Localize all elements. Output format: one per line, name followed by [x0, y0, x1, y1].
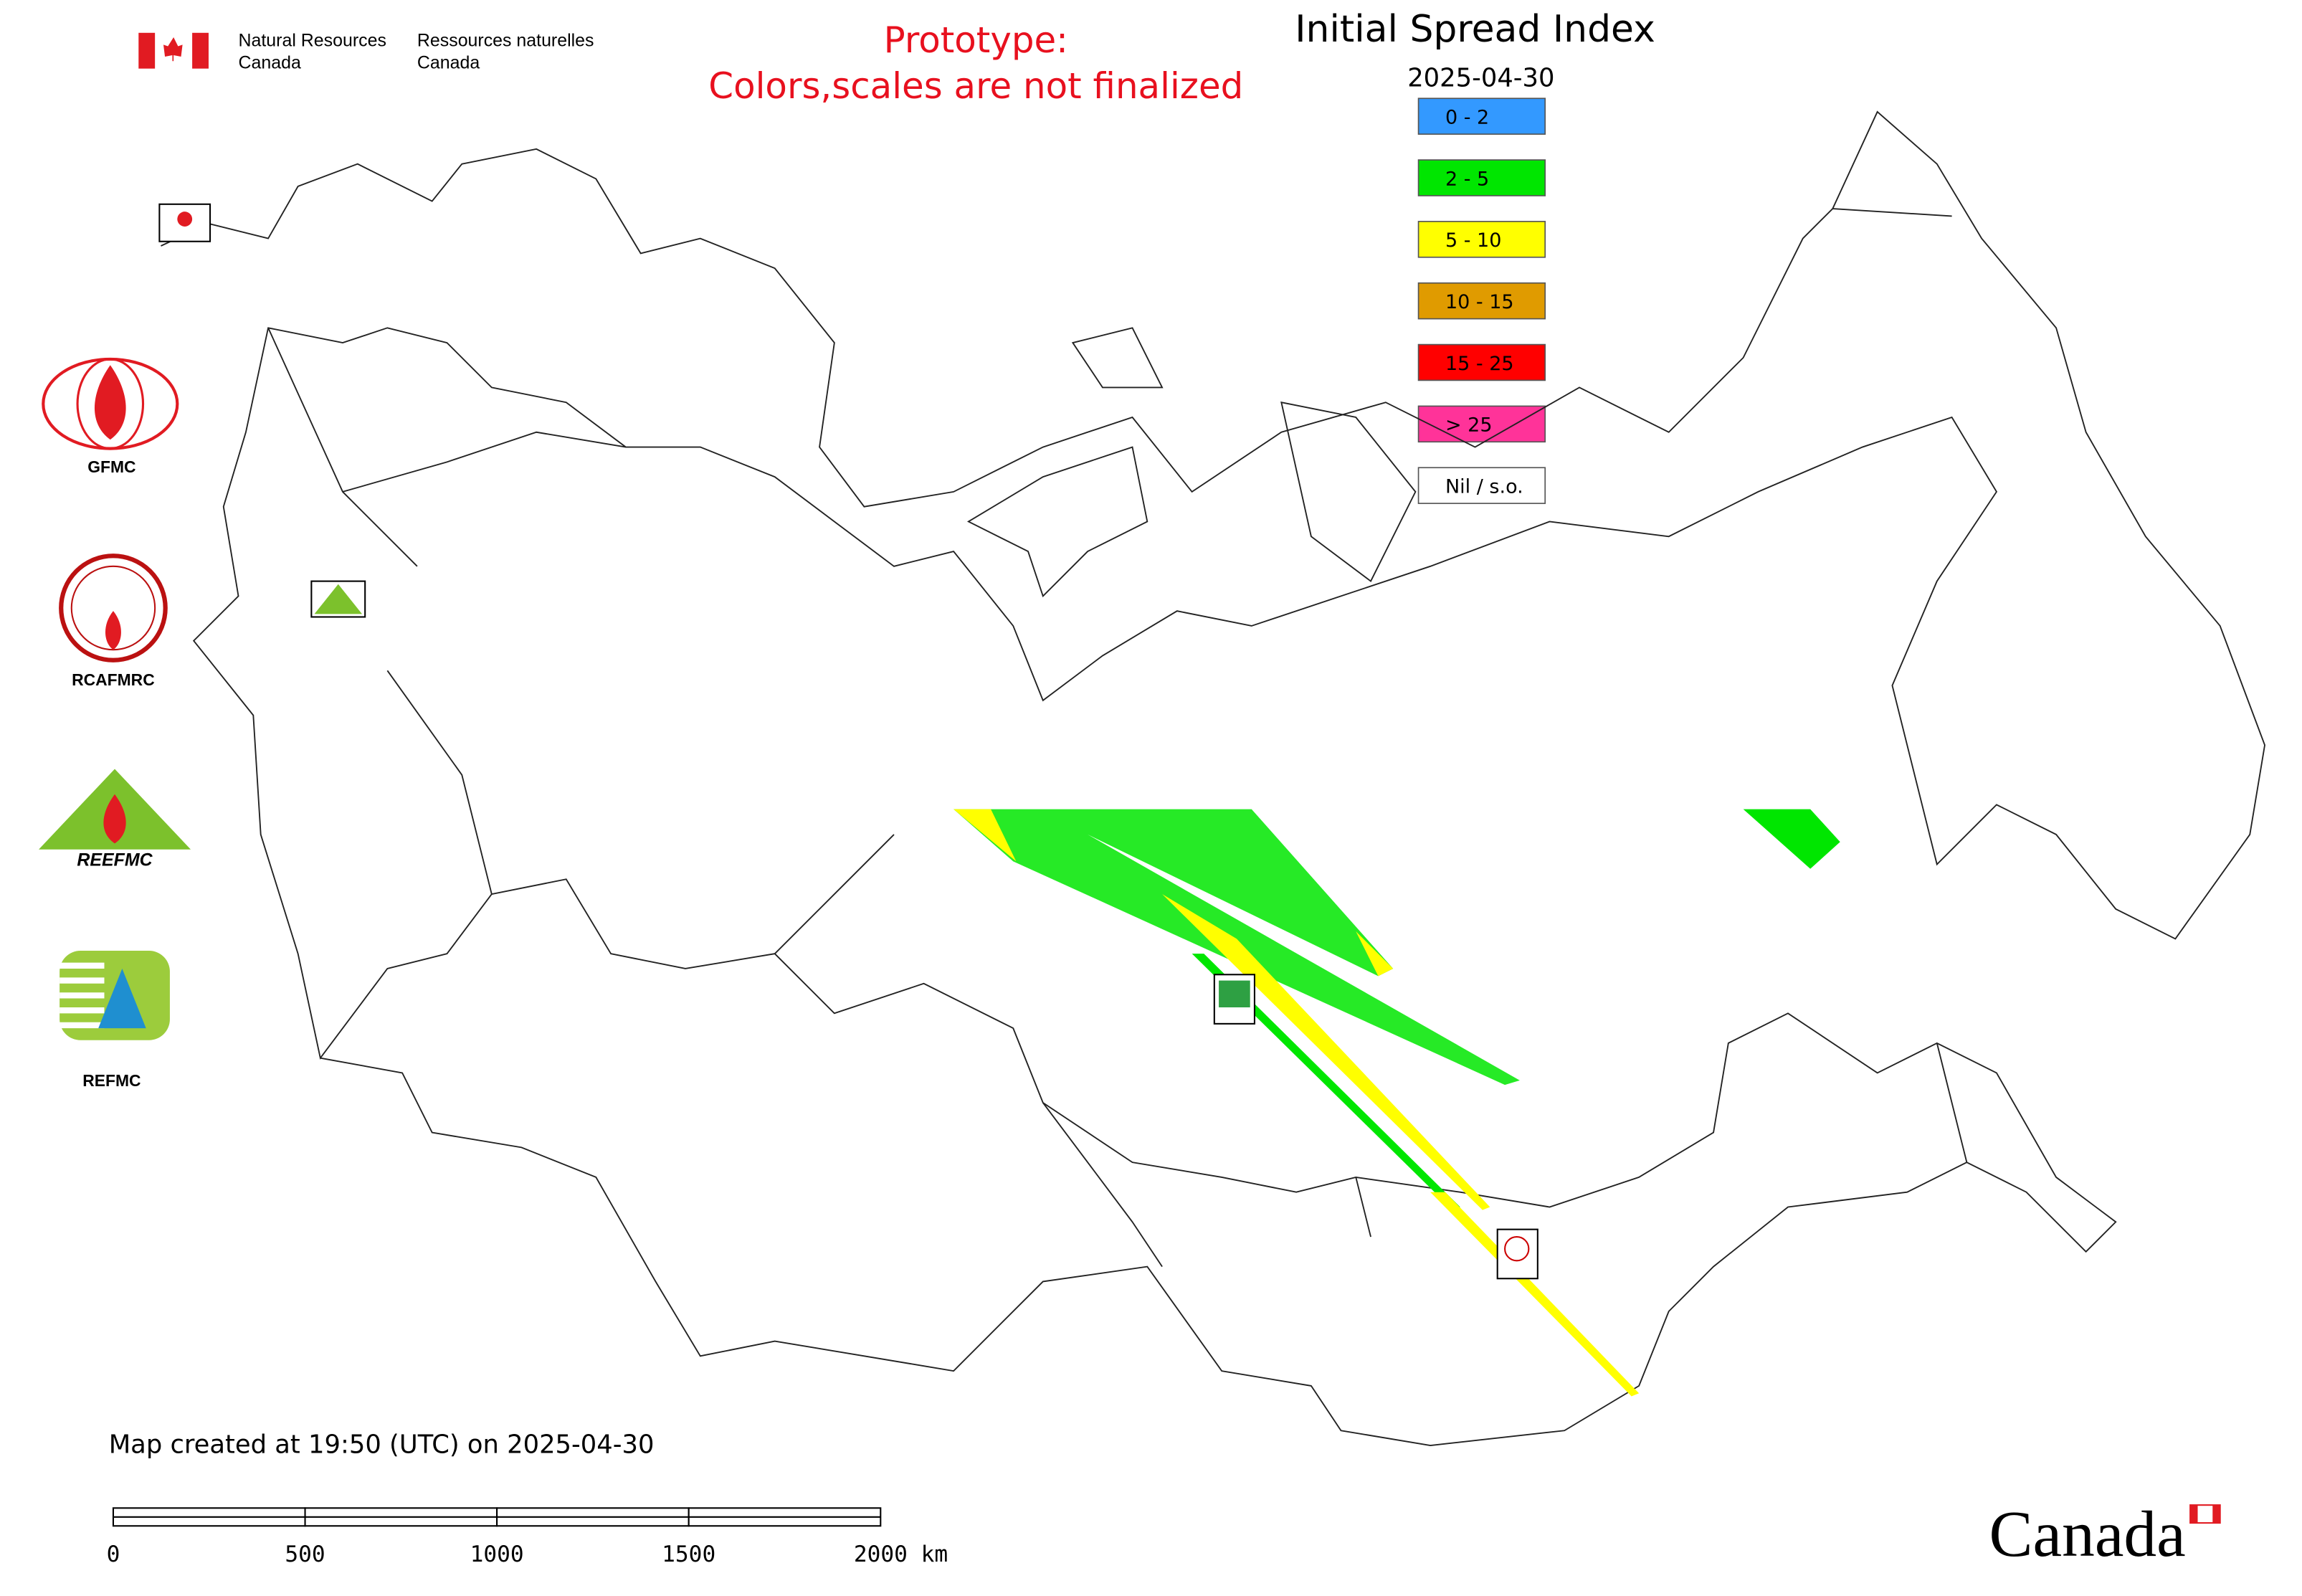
legend-label: 0 - 2 — [1445, 107, 1489, 129]
legend-label: > 25 — [1445, 414, 1493, 437]
department-fr: Canada — [417, 53, 480, 73]
government-signature: Natural Resources Canada Ressources natu… — [138, 30, 594, 73]
coastline — [161, 110, 2266, 1446]
streak — [1430, 1192, 1640, 1397]
gfmc-flame — [94, 365, 126, 440]
station-icon — [314, 584, 363, 614]
map-title: Initial Spread Index — [1295, 8, 1655, 51]
legend-swatch — [1417, 467, 1546, 504]
basemap — [161, 110, 2266, 1446]
station-marker — [158, 203, 211, 242]
logo-label: RCAFMRC — [72, 670, 155, 689]
legend-swatch — [1417, 405, 1546, 443]
legend: 0 - 2 2 - 5 5 - 10 10 - 15 15 - 25 > 25 Nil / … — [1417, 98, 1546, 504]
legend-swatch — [1417, 282, 1546, 320]
flag-bar — [192, 32, 209, 69]
legend-swatch — [1417, 343, 1546, 381]
station-icon — [1504, 1236, 1530, 1262]
partner-logos: GFMC RCAFMRC REEFMC REFMC — [39, 357, 191, 1090]
scale-label: 2000 km — [854, 1542, 948, 1567]
refmc-tree — [98, 968, 146, 1029]
island — [966, 327, 1417, 598]
scale-bar: 0 500 1000 1500 2000 km — [107, 1507, 948, 1567]
fire-danger-overlay — [953, 809, 1840, 1397]
refmc-stripes — [60, 962, 105, 1029]
wordmark-flag — [2212, 1505, 2220, 1524]
scale-label: 500 — [285, 1542, 325, 1567]
logo-wordmark: REEFMC — [77, 850, 153, 870]
department-fr: Ressources naturelles — [417, 30, 594, 50]
maple-leaf — [163, 37, 183, 62]
legend-label: 15 - 25 — [1445, 353, 1514, 375]
station-markers — [158, 203, 1538, 1280]
legend-swatch — [1417, 221, 1546, 258]
logo-label: REFMC — [82, 1071, 141, 1090]
map-date: 2025-04-30 — [1407, 64, 1554, 93]
station-icon — [1219, 980, 1250, 1008]
streak — [1192, 954, 1460, 1210]
department-en: Canada — [239, 53, 301, 73]
gfmc-logo — [76, 358, 145, 450]
wordmark-flag — [2190, 1505, 2198, 1524]
flag-bar — [138, 32, 156, 69]
streak — [1162, 894, 1490, 1210]
legend-swatch — [1417, 98, 1546, 135]
streak — [1356, 931, 1394, 977]
border — [267, 208, 1968, 1268]
rcafmrc-logo — [59, 554, 168, 662]
created-note: Map created at 19:50 (UTC) on 2025-04-30 — [109, 1430, 655, 1459]
legend-label: 10 - 15 — [1445, 291, 1514, 313]
reefmc-flame — [103, 794, 126, 844]
scale-label: 1000 — [470, 1542, 524, 1567]
prototype-note: Prototype: — [884, 19, 1068, 61]
department-en: Natural Resources — [239, 30, 386, 50]
streak — [1743, 809, 1840, 869]
wordmark: Canada — [1989, 1498, 2186, 1570]
station-icon — [177, 212, 193, 227]
scale-label: 1500 — [662, 1542, 715, 1567]
legend-swatch — [1417, 159, 1546, 196]
legend-label: 5 - 10 — [1445, 229, 1501, 252]
logo-label: GFMC — [87, 457, 135, 476]
canada-wordmark: Canada — [1989, 1498, 2221, 1570]
legend-label: Nil / s.o. — [1445, 476, 1523, 498]
legend-label: 2 - 5 — [1445, 168, 1489, 190]
rcafmrc-flame — [105, 611, 121, 650]
prototype-note: Colors,scales are not finalized — [708, 65, 1243, 107]
scale-label: 0 — [107, 1542, 120, 1567]
